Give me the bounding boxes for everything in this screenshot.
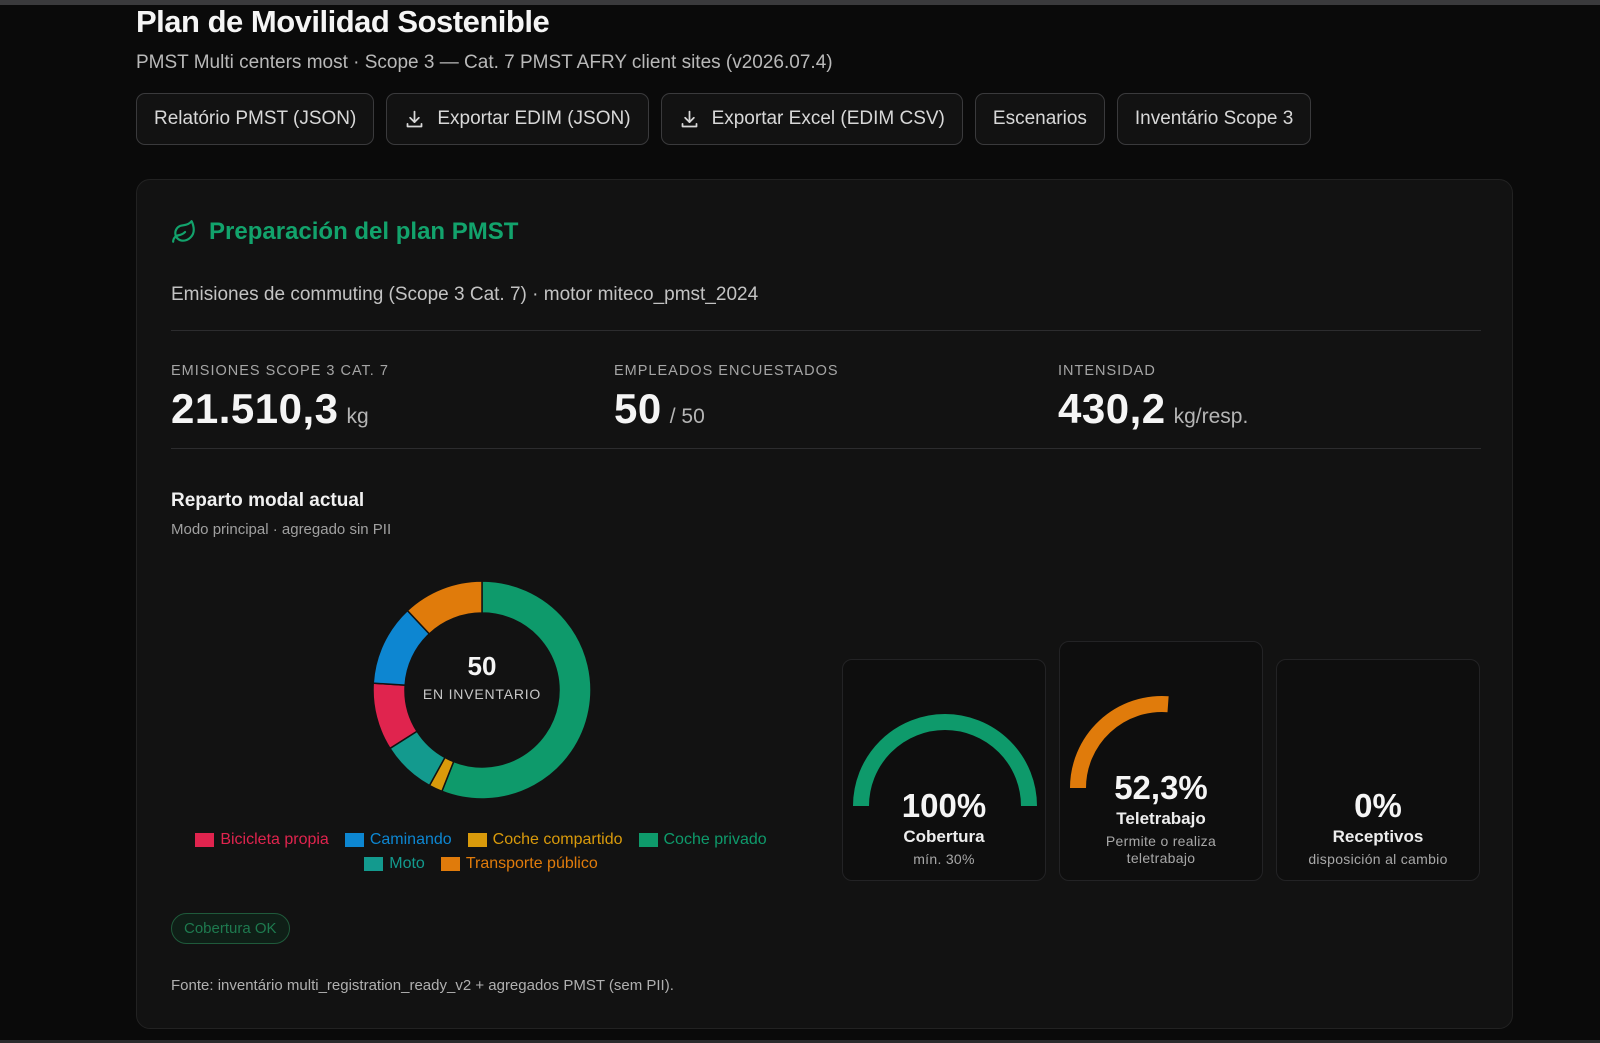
page-title: Plan de Movilidad Sostenible (136, 4, 550, 39)
modal-split-subtitle: Modo principal · agregado sin PII (171, 521, 392, 538)
legend-label: Bicicleta propia (220, 831, 329, 848)
kpi-intensity-label: INTENSIDAD (1058, 363, 1156, 379)
modal-split-title: Reparto modal actual (171, 490, 365, 511)
export-edim-json-label: Exportar EDIM (JSON) (437, 108, 631, 129)
telework-gauge-label: Teletrabajo (1116, 809, 1206, 828)
kpi-intensity: INTENSIDAD 430,2 kg/resp. (1058, 363, 1248, 433)
gauge-card-receptive: 0% Receptivos disposición al cambio (1276, 659, 1480, 881)
download-icon (681, 110, 697, 127)
legend-swatch (440, 857, 460, 871)
kpi-intensity-unit: kg/resp. (1173, 405, 1249, 428)
coverage-gauge-label: Cobertura (903, 827, 985, 846)
legend-swatch (467, 833, 487, 847)
legend-label: Coche privado (663, 831, 767, 848)
gauge-card-telework: 52,3% Teletrabajo Permite o realiza tele… (1059, 641, 1263, 881)
kpi-employees-label: EMPLEADOS ENCUESTADOS (614, 363, 839, 379)
leaf-icon (172, 220, 195, 243)
divider (171, 448, 1481, 449)
toolbar: Relatório PMST (JSON) Exportar EDIM (JSO… (136, 93, 1312, 145)
receptive-gauge-note: disposición al cambio (1308, 851, 1448, 867)
kpi-emissions-value: 21.510,3 (171, 385, 339, 432)
coverage-gauge (853, 714, 1037, 807)
scope3-inventory-button[interactable]: Inventário Scope 3 (1116, 93, 1312, 145)
chart-legend: Bicicleta propia Caminando Coche compartid… (171, 831, 791, 873)
download-icon (406, 110, 423, 127)
legend-swatch (364, 857, 384, 871)
donut-center: 50 EN INVENTARIO (369, 651, 595, 702)
receptive-gauge-value: 0% (1354, 787, 1402, 824)
kpi-employees-value: 50 (614, 385, 662, 432)
legend-label: Coche compartido (492, 831, 623, 848)
scenarios-label: Escenarios (992, 108, 1087, 129)
legend-item-bicicleta-propia[interactable]: Bicicleta propia (195, 831, 329, 849)
telework-gauge (1070, 696, 1169, 789)
receptive-gauge-label: Receptivos (1332, 827, 1424, 846)
window-top-border (0, 0, 1600, 5)
donut-slice-transporte-publico[interactable] (406, 580, 483, 635)
coverage-gauge-note: mín. 30% (913, 851, 975, 867)
legend-item-coche-compartido[interactable]: Coche compartido (467, 831, 623, 849)
legend-label: Caminando (369, 831, 452, 848)
legend-label: Moto (389, 855, 425, 872)
coverage-gauge-value: 100% (901, 787, 987, 824)
donut-center-caption: EN INVENTARIO (422, 686, 542, 702)
card-description: Emisiones de commuting (Scope 3 Cat. 7) … (171, 284, 759, 305)
telework-gauge-note: Permite o realiza teletrabajo (1105, 833, 1217, 866)
legend-swatch (344, 833, 364, 847)
status-badge: Cobertura OK (171, 913, 290, 944)
legend-item-moto[interactable]: Moto (364, 855, 425, 873)
legend-label: Transporte público (465, 855, 598, 872)
kpi-intensity-value: 430,2 (1058, 385, 1166, 432)
legend-swatch (638, 833, 658, 847)
report-pmst-json-button[interactable]: Relatório PMST (JSON) (136, 93, 375, 145)
scope3-inventory-label: Inventário Scope 3 (1134, 108, 1294, 129)
legend-item-caminando[interactable]: Caminando (344, 831, 452, 849)
kpi-emissions-unit: kg (346, 405, 369, 428)
kpi-employees: EMPLEADOS ENCUESTADOS 50 / 50 (614, 363, 839, 433)
gauge-card-coverage: 100% Cobertura mín. 30% (842, 659, 1046, 881)
export-excel-csv-button[interactable]: Exportar Excel (EDIM CSV) (660, 93, 963, 145)
kpi-employees-unit: / 50 (669, 405, 705, 428)
telework-gauge-value: 52,3% (1114, 769, 1208, 806)
page-subtitle: PMST Multi centers most · Scope 3 — Cat.… (136, 52, 833, 73)
legend-item-transporte-publico[interactable]: Transporte público (440, 855, 598, 873)
donut-slice-coche-privado[interactable] (440, 580, 592, 800)
divider (171, 330, 1481, 331)
card-title: Preparación del plan PMST (209, 218, 519, 245)
legend-swatch (195, 833, 215, 847)
legend-item-coche-privado[interactable]: Coche privado (638, 831, 767, 849)
kpi-emissions-label: EMISIONES SCOPE 3 CAT. 7 (171, 363, 389, 379)
modal-split-donut-chart (372, 580, 592, 800)
window-bottom-border (0, 1040, 1600, 1043)
gauge-arc-cobertura (853, 714, 1037, 807)
report-pmst-json-label: Relatório PMST (JSON) (154, 108, 357, 129)
source-footnote: Fonte: inventário multi_registration_rea… (171, 977, 674, 994)
gauge-arc-teletrabajo (1070, 696, 1169, 789)
card-header: Preparación del plan PMST (171, 218, 518, 246)
kpi-emissions: EMISIONES SCOPE 3 CAT. 7 21.510,3 kg (171, 363, 389, 433)
pmst-preparation-card: Preparación del plan PMST Emisiones de c… (136, 179, 1513, 1029)
donut-center-value: 50 (467, 651, 497, 681)
export-edim-json-button[interactable]: Exportar EDIM (JSON) (386, 93, 649, 145)
export-excel-csv-label: Exportar Excel (EDIM CSV) (711, 108, 945, 129)
scenarios-button[interactable]: Escenarios (974, 93, 1105, 145)
